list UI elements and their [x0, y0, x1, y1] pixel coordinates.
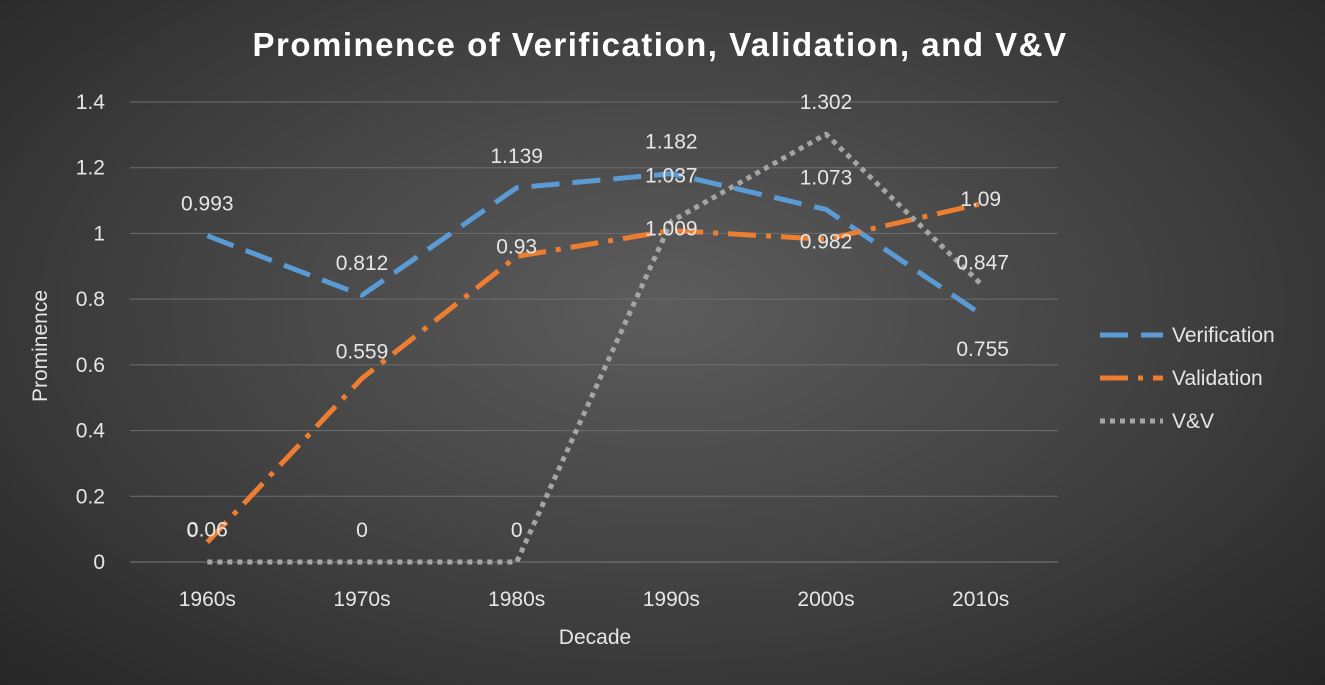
- data-label-validation: 1.09: [960, 188, 1001, 211]
- x-tick-label: 2010s: [952, 588, 1009, 611]
- legend-label-verification: Verification: [1172, 324, 1275, 347]
- y-tick-label: 0.4: [76, 420, 106, 443]
- y-tick-label: 0: [93, 551, 105, 574]
- data-label-validation: 0.93: [496, 235, 537, 258]
- y-tick-label: 0.2: [76, 485, 105, 508]
- y-axis-title: Prominence: [29, 290, 52, 402]
- legend-label-validation: Validation: [1172, 367, 1263, 390]
- data-label-validation: 1.009: [645, 217, 698, 240]
- x-tick-label: 1970s: [333, 588, 390, 611]
- legend-label-vv: V&V: [1172, 410, 1214, 433]
- data-label-validation: 0.559: [336, 340, 389, 363]
- series-line-verification: [206, 171, 983, 317]
- data-label-verification: 0.755: [956, 338, 1009, 361]
- data-label-verification: 0.812: [336, 252, 389, 275]
- data-label-vv: 1.037: [645, 164, 698, 187]
- x-axis-title: Decade: [559, 626, 631, 649]
- y-tick-label: 0.6: [76, 354, 105, 377]
- data-label-vv: 1.302: [800, 91, 853, 114]
- data-label-verification: 0.993: [181, 193, 234, 216]
- series: [205, 131, 983, 565]
- x-tick-label: 2000s: [797, 588, 854, 611]
- chart-title: Prominence of Verification, Validation, …: [253, 26, 1068, 63]
- data-label-validation: 0.06: [187, 518, 228, 541]
- gridlines: [130, 101, 1058, 497]
- data-labels: 0.993 0.812 1.139 1.182 1.073 0.755 0.06 0.559 0…: [181, 91, 1009, 542]
- x-tick-label: 1980s: [488, 588, 545, 611]
- y-tick-label: 1.2: [76, 157, 105, 180]
- y-tick-label: 0.8: [76, 288, 105, 311]
- axes: 0 0.2 0.4 0.6 0.8 1 1.2 1.4 1960s 1970s 1980s 1990s…: [76, 91, 1058, 611]
- y-tick-label: 1.4: [76, 91, 106, 114]
- x-tick-label: 1960s: [179, 588, 236, 611]
- data-label-verification: 1.139: [490, 145, 543, 168]
- data-label-verification: 1.182: [645, 131, 698, 154]
- series-line-vv: [207, 131, 983, 565]
- legend: Verification Validation V&V: [1100, 324, 1275, 433]
- data-label-verification: 1.073: [800, 166, 853, 189]
- series-line-validation: [205, 201, 982, 545]
- data-label-vv: 0: [511, 519, 523, 542]
- y-tick-label: 1: [93, 222, 105, 245]
- x-tick-label: 1990s: [643, 588, 700, 611]
- data-label-vv: 0: [356, 519, 368, 542]
- data-label-vv: 0: [186, 519, 198, 542]
- data-label-vv: 0.847: [956, 252, 1009, 275]
- data-label-validation: 0.982: [800, 230, 853, 253]
